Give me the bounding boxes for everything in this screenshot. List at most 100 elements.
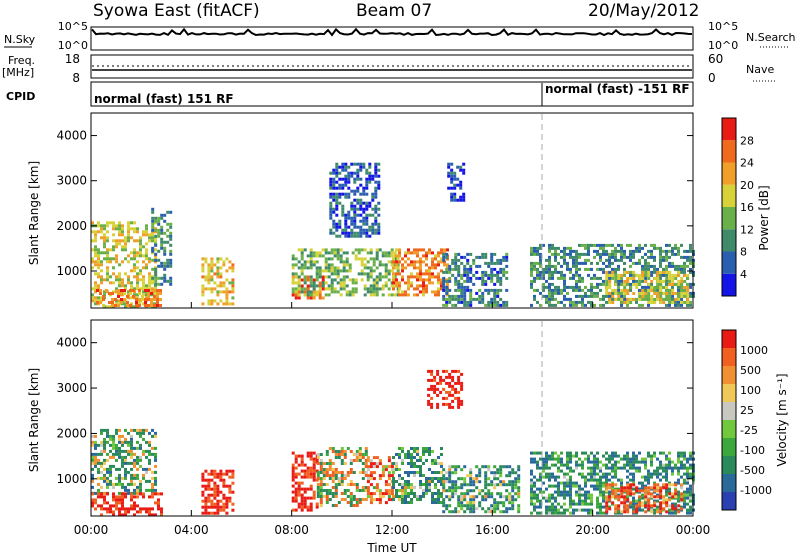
heatmap-cell xyxy=(430,372,434,376)
heatmap-cell xyxy=(150,298,153,301)
heatmap-cell xyxy=(392,468,395,471)
heatmap-cell xyxy=(121,284,124,288)
heatmap-cell xyxy=(139,485,142,489)
heatmap-cell xyxy=(428,477,431,480)
heatmap-cell xyxy=(334,492,338,495)
heatmap-cell xyxy=(349,480,353,483)
heatmap-cell xyxy=(587,243,590,247)
heatmap-cell xyxy=(457,396,461,400)
heatmap-cell xyxy=(517,468,521,472)
heatmap-cell xyxy=(647,486,651,490)
heatmap-cell xyxy=(365,186,369,190)
heatmap-cell xyxy=(569,511,572,515)
heatmap-cell xyxy=(216,487,220,491)
heatmap-cell xyxy=(677,460,680,464)
heatmap-cell xyxy=(124,272,127,276)
heatmap-cell xyxy=(118,446,121,450)
heatmap-cell xyxy=(294,457,298,461)
heatmap-cell xyxy=(599,478,602,482)
heatmap-cell xyxy=(328,447,332,450)
heatmap-cell xyxy=(294,287,298,291)
heatmap-cell xyxy=(487,477,491,481)
heatmap-cell xyxy=(635,454,638,458)
heatmap-cell xyxy=(659,264,662,268)
heatmap-cell xyxy=(635,510,639,514)
heatmap-cell xyxy=(554,288,557,292)
heatmap-cell xyxy=(641,285,644,289)
heatmap-cell xyxy=(496,507,500,511)
heatmap-cell xyxy=(124,449,127,453)
heatmap-cell xyxy=(502,504,506,508)
heatmap-cell xyxy=(665,252,668,256)
heatmap-cell xyxy=(339,284,343,288)
heatmap-cell xyxy=(430,378,434,382)
heatmap-cell xyxy=(683,270,686,274)
heatmap-cell xyxy=(517,480,521,484)
heatmap-cell xyxy=(374,192,378,196)
heatmap-cell xyxy=(671,285,674,289)
heatmap-cell xyxy=(377,207,381,211)
heatmap-cell xyxy=(569,246,572,250)
heatmap-cell xyxy=(210,266,214,270)
heatmap-cell xyxy=(569,297,572,301)
heatmap-cell xyxy=(442,288,446,292)
heatmap-cell xyxy=(459,198,463,202)
heatmap-cell xyxy=(551,472,554,476)
heatmap-cell xyxy=(381,275,385,279)
heatmap-cell xyxy=(647,267,650,271)
heatmap-cell xyxy=(291,496,295,500)
heatmap-cell xyxy=(118,434,121,438)
heatmap-cell xyxy=(686,283,690,286)
heatmap-cell xyxy=(514,486,518,490)
heatmap-cell xyxy=(587,288,590,292)
heatmap-cell xyxy=(505,510,509,514)
heatmap-cell xyxy=(407,486,410,489)
heatmap-cell xyxy=(475,480,479,484)
heatmap-cell xyxy=(364,498,368,501)
heatmap-cell xyxy=(142,437,145,441)
heatmap-cell xyxy=(342,263,346,267)
heatmap-cell xyxy=(650,510,654,514)
heatmap-cell xyxy=(300,463,304,467)
heatmap-cell xyxy=(635,504,639,508)
heatmap-cell xyxy=(148,233,151,237)
heatmap-cell xyxy=(231,302,235,306)
heatmap-cell xyxy=(683,478,686,482)
heatmap-cell xyxy=(333,287,337,291)
heatmap-cell xyxy=(581,493,584,497)
heatmap-cell xyxy=(674,300,677,304)
heatmap-cell xyxy=(109,470,112,474)
heatmap-cell xyxy=(404,495,407,498)
heatmap-cell xyxy=(626,483,630,487)
heatmap-cell xyxy=(659,271,663,274)
heatmap-cell xyxy=(450,168,454,172)
heatmap-cell xyxy=(231,469,235,473)
heatmap-cell xyxy=(542,460,545,464)
heatmap-cell xyxy=(332,219,336,223)
heatmap-cell xyxy=(638,292,642,295)
heatmap-cell xyxy=(381,495,385,499)
heatmap-cell xyxy=(342,266,346,270)
heatmap-cell xyxy=(428,266,431,270)
heatmap-cell xyxy=(551,475,554,479)
heatmap-cell xyxy=(428,468,431,471)
heatmap-cell xyxy=(358,456,362,459)
heatmap-cell xyxy=(103,245,106,249)
heatmap-cell xyxy=(139,269,142,273)
heatmap-cell xyxy=(315,293,319,297)
heatmap-cell xyxy=(142,302,145,306)
heatmap-cell xyxy=(490,273,494,277)
heatmap-cell xyxy=(112,248,115,252)
heatmap-cell xyxy=(428,483,431,486)
heatmap-cell xyxy=(499,495,503,499)
heatmap-cell xyxy=(160,513,163,517)
heatmap-cell xyxy=(530,472,533,476)
heatmap-cell xyxy=(575,294,578,298)
heatmap-cell xyxy=(106,269,109,273)
heatmap-cell xyxy=(228,496,232,500)
y-tick-label: 3000 xyxy=(56,174,87,188)
heatmap-cell xyxy=(358,447,362,450)
heatmap-cell xyxy=(587,502,590,506)
colorbar-swatch xyxy=(722,273,736,296)
heatmap-cell xyxy=(447,186,451,190)
